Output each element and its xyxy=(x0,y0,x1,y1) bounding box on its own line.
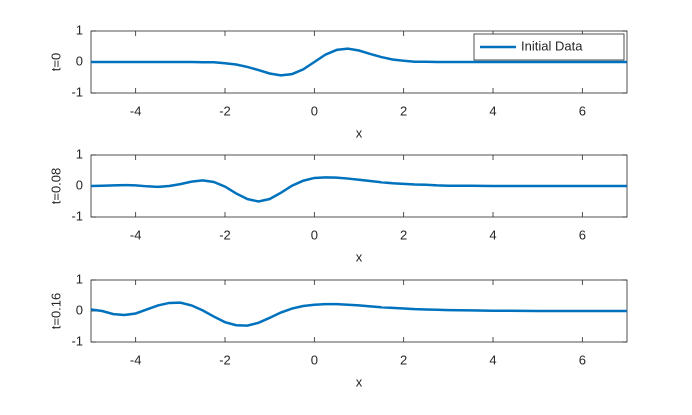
legend-label: Initial Data xyxy=(521,38,583,53)
y-axis-label: t=0.08 xyxy=(48,168,63,205)
x-tick-label: -2 xyxy=(219,103,231,118)
x-tick-label: 4 xyxy=(489,352,496,367)
x-axis-label: x xyxy=(356,125,363,140)
x-tick-label: 4 xyxy=(489,103,496,118)
x-tick-label: -2 xyxy=(219,227,231,242)
x-tick-label: -2 xyxy=(219,352,231,367)
y-tick-label: -1 xyxy=(71,208,83,223)
x-tick-label: 6 xyxy=(579,227,586,242)
y-tick-label: -1 xyxy=(71,333,83,348)
data-line xyxy=(91,47,627,77)
x-tick-label: -4 xyxy=(130,103,142,118)
subplot: -4 -2 0 2 4 6 -1 0 1 x t=0.16 xyxy=(48,271,628,389)
y-axis-label: t=0.16 xyxy=(48,293,63,330)
x-tick-label: 2 xyxy=(400,352,407,367)
x-tick-label: 0 xyxy=(311,227,318,242)
x-tick-label: -4 xyxy=(130,227,142,242)
y-tick-label: -1 xyxy=(71,84,83,99)
subplot: -4 -2 0 2 4 6 -1 0 1 x t=0.08 xyxy=(48,146,628,264)
y-tick-label: 1 xyxy=(76,22,83,37)
x-tick-label: 0 xyxy=(311,103,318,118)
y-axis-label: t=0 xyxy=(48,53,63,71)
x-axis-label: x xyxy=(356,374,363,389)
x-tick-label: 2 xyxy=(400,103,407,118)
data-line xyxy=(90,301,627,327)
x-tick-label: 0 xyxy=(311,352,318,367)
y-tick-label: 0 xyxy=(76,53,83,68)
y-tick-label: 1 xyxy=(76,146,83,161)
x-tick-label: 2 xyxy=(400,227,407,242)
data-line xyxy=(90,176,627,203)
y-tick-label: 0 xyxy=(76,177,83,192)
x-tick-label: 6 xyxy=(579,103,586,118)
x-tick-label: 6 xyxy=(579,352,586,367)
x-tick-label: -4 xyxy=(130,352,142,367)
y-tick-label: 0 xyxy=(76,302,83,317)
x-tick-label: 4 xyxy=(489,227,496,242)
x-axis-label: x xyxy=(356,249,363,264)
y-tick-label: 1 xyxy=(76,271,83,286)
subplot: -4 -2 0 2 4 6 -1 0 1 x t=0 Initial Data xyxy=(48,22,628,140)
